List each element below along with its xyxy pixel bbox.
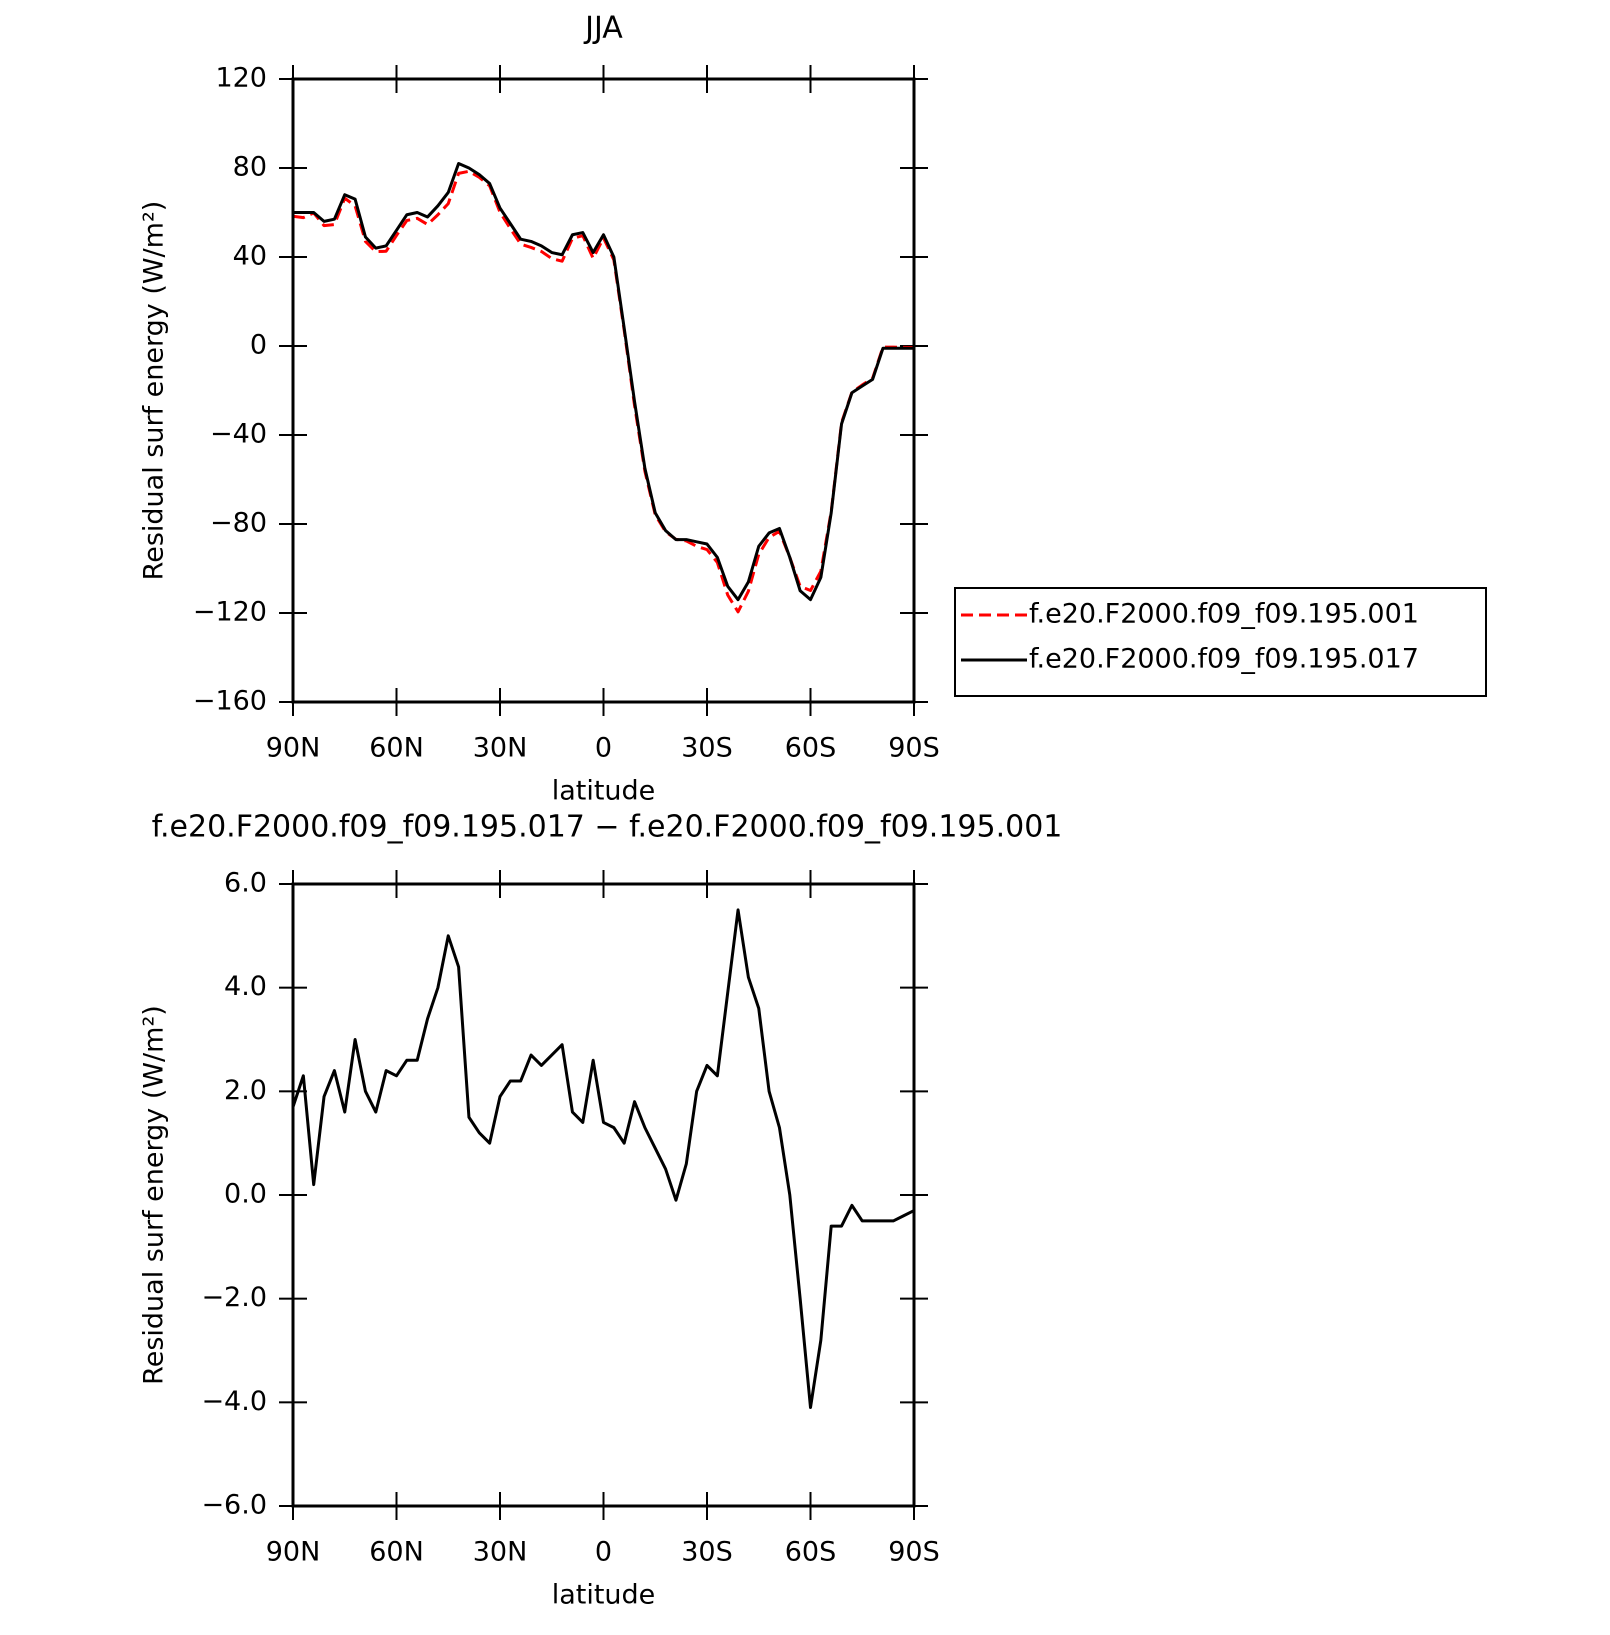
- data-line: [293, 162, 914, 602]
- chart-title: JJA: [583, 11, 623, 46]
- x-axis-label: latitude: [552, 776, 656, 807]
- x-tick-label: 90N: [266, 1537, 321, 1568]
- plot-frame: [291, 882, 916, 1508]
- x-tick-label: 30S: [681, 1537, 733, 1568]
- plot-frame: [291, 77, 916, 704]
- x-tick-label: 90N: [266, 733, 321, 764]
- y-axis-label: Residual surf energy (W/m²): [139, 1005, 170, 1385]
- data-line: [291, 908, 915, 1410]
- legend-box: [954, 587, 1487, 697]
- y-axis-label: Residual surf energy (W/m²): [139, 201, 170, 581]
- x-tick-label: 30N: [473, 733, 528, 764]
- y-tick-label: 120: [215, 63, 267, 94]
- x-tick-label: 0: [595, 1537, 612, 1568]
- y-tick-label: −160: [193, 686, 267, 717]
- x-tick-label: 30N: [473, 1537, 528, 1568]
- y-tick-label: −4.0: [201, 1386, 267, 1417]
- legend-label: f.e20.F2000.f09_f09.195.017: [1029, 644, 1419, 675]
- x-tick-label: 0: [595, 733, 612, 764]
- x-tick-label: 60N: [369, 1537, 424, 1568]
- y-tick-label: 0: [250, 330, 267, 361]
- y-tick-label: 4.0: [224, 971, 267, 1002]
- x-tick-label: 60N: [369, 733, 424, 764]
- y-tick-label: 2.0: [224, 1075, 267, 1106]
- x-tick-label: 90S: [888, 1537, 940, 1568]
- y-tick-label: −6.0: [201, 1490, 267, 1521]
- x-tick-label: 60S: [785, 733, 837, 764]
- y-tick-label: 40: [233, 241, 267, 272]
- x-tick-label: 30S: [681, 733, 733, 764]
- y-tick-label: −120: [193, 597, 267, 628]
- y-tick-label: 80: [233, 152, 267, 183]
- data-line: [292, 169, 915, 614]
- y-tick-label: 0.0: [224, 1179, 267, 1210]
- x-tick-label: 90S: [888, 733, 940, 764]
- x-axis-label: latitude: [552, 1580, 656, 1611]
- chart-title: f.e20.F2000.f09_f09.195.017 − f.e20.F200…: [152, 810, 1063, 845]
- y-tick-label: 6.0: [224, 868, 267, 899]
- y-tick-label: −2.0: [201, 1282, 267, 1313]
- legend-label: f.e20.F2000.f09_f09.195.001: [1029, 599, 1419, 630]
- y-tick-label: −40: [210, 419, 267, 450]
- y-tick-label: −80: [210, 508, 267, 539]
- x-tick-label: 60S: [785, 1537, 837, 1568]
